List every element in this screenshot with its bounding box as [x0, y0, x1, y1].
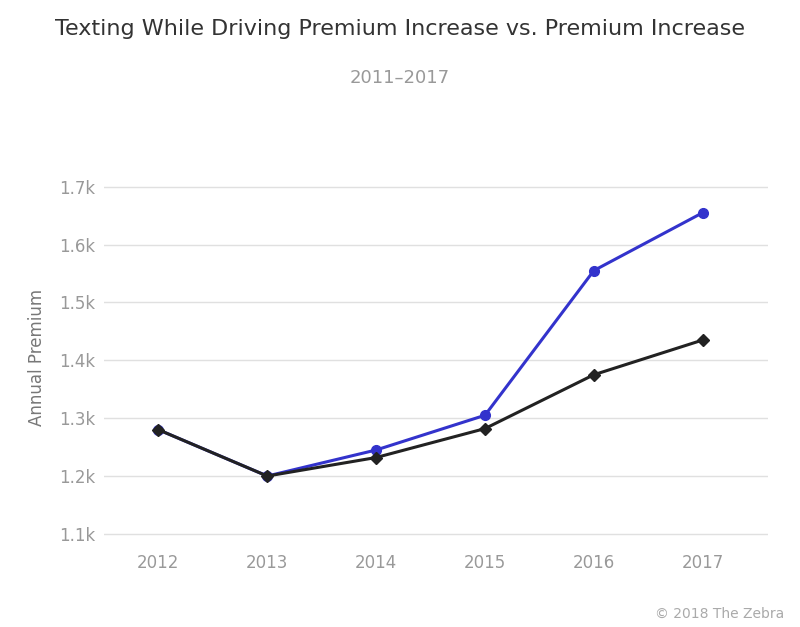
Y-axis label: Annual Premium: Annual Premium	[27, 289, 46, 426]
Text: © 2018 The Zebra: © 2018 The Zebra	[654, 607, 784, 621]
Text: Texting While Driving Premium Increase vs. Premium Increase: Texting While Driving Premium Increase v…	[55, 19, 745, 39]
Text: 2011–2017: 2011–2017	[350, 69, 450, 87]
